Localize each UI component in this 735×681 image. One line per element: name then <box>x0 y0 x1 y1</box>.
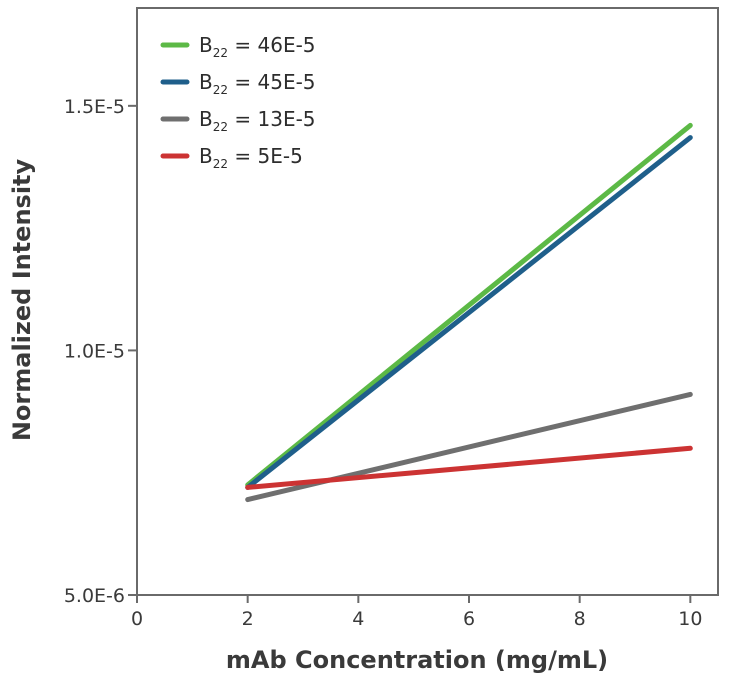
x-tick-label: 4 <box>352 608 364 630</box>
titles-layer: mAb Concentration (mg/mL) Normalized Int… <box>8 158 608 674</box>
x-tick-label: 2 <box>242 608 254 630</box>
series-line-45e-5 <box>245 135 693 490</box>
x-tick-label: 6 <box>463 608 475 630</box>
x-tick-label: 10 <box>678 608 702 630</box>
ticks-layer: 0 2 4 6 8 10 5.0E-6 1.0E-5 1.5E-5 <box>64 96 703 630</box>
legend-item: B22 = 45E-5 <box>160 70 316 97</box>
x-tick-label: 8 <box>574 608 586 630</box>
plot-frame-layer <box>136 7 719 596</box>
legend-item: B22 = 46E-5 <box>160 33 316 60</box>
y-tick-label: 1.5E-5 <box>64 96 125 118</box>
legend-label: B22 = 5E-5 <box>199 144 303 171</box>
series-line-5e-5 <box>245 445 693 490</box>
legend-label: B22 = 45E-5 <box>199 70 316 97</box>
plot-frame <box>136 7 719 596</box>
legend-label: B22 = 46E-5 <box>199 33 316 60</box>
x-tick-label: 0 <box>131 608 143 630</box>
series-line-46e-5 <box>245 122 693 488</box>
y-axis-title: Normalized Intensity <box>8 158 36 441</box>
series-layer <box>245 122 693 503</box>
y-tick-label: 5.0E-6 <box>64 585 125 607</box>
y-tick-label: 1.0E-5 <box>64 340 125 362</box>
x-axis-title: mAb Concentration (mg/mL) <box>226 646 608 674</box>
legend-item: B22 = 5E-5 <box>160 144 303 171</box>
legend-item: B22 = 13E-5 <box>160 107 316 134</box>
legend-label: B22 = 13E-5 <box>199 107 316 134</box>
legend-layer: B22 = 46E-5 B22 = 45E-5 B22 = 13E-5 B22 = 5… <box>160 33 316 171</box>
